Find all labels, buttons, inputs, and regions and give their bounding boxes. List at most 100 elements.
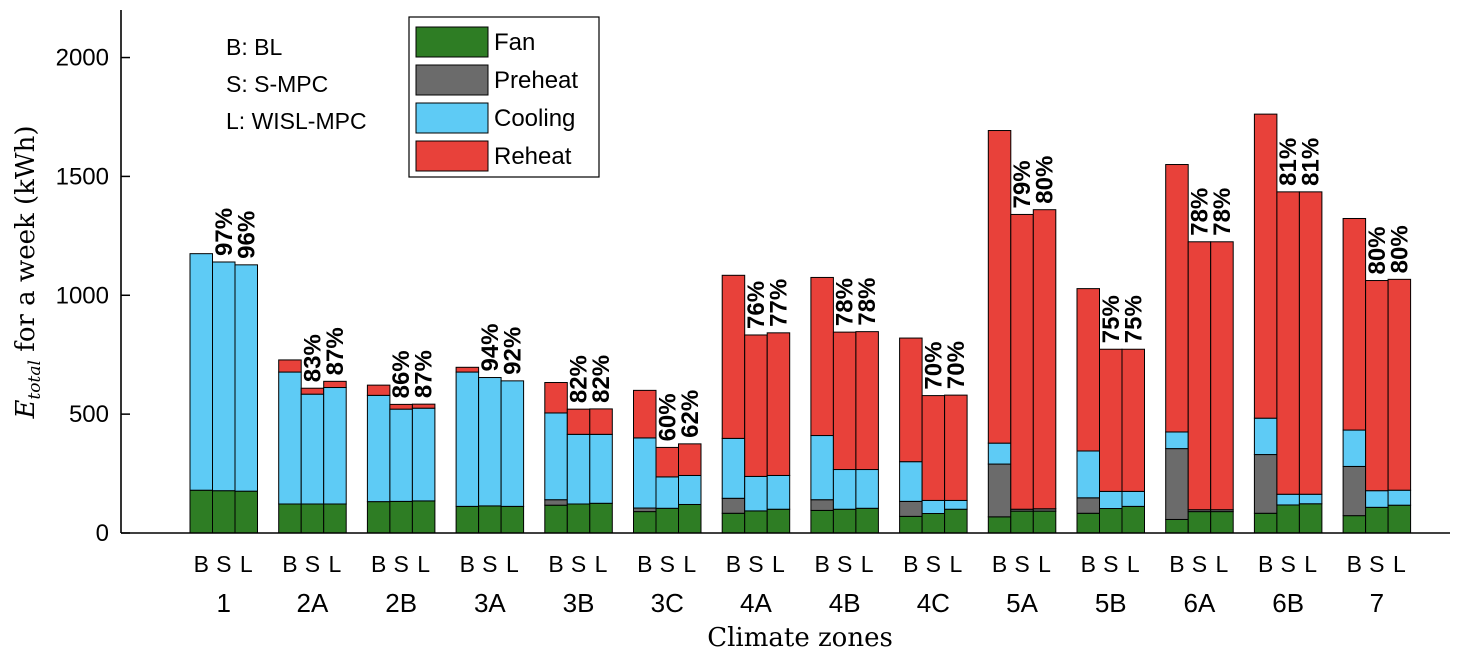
bar-segment-fan [1165,518,1189,534]
bar-letter-label: S [393,551,408,577]
percentage-label: 81% [1298,138,1325,186]
y-tick-label: 0 [96,520,109,547]
bar-segment-fan [189,489,213,534]
bar-segment-fan [300,503,325,534]
bar-segment-cooling [478,377,502,507]
bar-letter-label: B [194,551,209,577]
bar-letter-label: S [748,551,763,577]
bar-segment-preheat [1342,465,1367,517]
bar-segment-reheat [1387,278,1412,491]
bar-segment-fan [1076,512,1100,534]
bar-segment-preheat [1076,497,1100,514]
bar-letter-label: S [1192,551,1207,577]
bar-segment-cooling [544,412,568,501]
bar-segment-fan [678,503,702,534]
legend-swatch-fan [415,26,489,58]
bar-letter-label: B [1347,551,1362,577]
bar-segment-fan [544,504,568,534]
bar-segment-reheat [744,334,768,477]
zone-label: 5B [1095,588,1127,618]
bar-segment-cooling [1253,417,1278,456]
bar-segment-cooling [1276,493,1300,506]
bar-letter-label: L [772,551,785,577]
bar-letter-label: B [814,551,829,577]
bar-segment-fan [278,503,302,534]
bar-segment-cooling [899,461,923,502]
legend-swatch-cooling [415,102,489,134]
percentage-label: 86% [388,350,415,398]
bar-segment-reheat [944,394,968,501]
bar-segment-fan [1365,506,1389,534]
bar-segment-cooling [721,437,746,499]
bar-segment-fan [810,509,834,534]
bar-segment-cooling [766,474,791,510]
bar-segment-fan [832,508,857,534]
bar-segment-cooling [455,371,480,507]
percentage-label: 81% [1275,138,1302,186]
bar-segment-cooling [234,264,258,492]
bar-letter-label: L [861,551,874,577]
bar-segment-fan [1276,504,1300,534]
bar-segment-reheat [721,274,746,439]
bar-segment-cooling [212,261,236,492]
bar-letter-label: L [240,551,253,577]
bar-segment-reheat [366,384,391,396]
bar-segment-fan [478,505,502,534]
bar-segment-fan [323,503,347,534]
bar-segment-fan [1187,511,1212,534]
bar-segment-fan [566,503,591,534]
bar-letter-label: B [637,551,652,577]
bar-segment-fan [899,515,923,534]
bar-segment-cooling [633,437,657,509]
abbreviation-key: B: BL S: S-MPC L: WISL-MPC [226,34,367,134]
percentage-label: 87% [411,350,438,398]
bar-segment-reheat [544,382,568,414]
abbreviation-entry: L: WISL-MPC [226,108,367,134]
percentage-label: 94% [477,323,504,371]
legend-label-fan: Fan [494,29,535,56]
bar-segment-reheat [1253,113,1278,419]
bar-segment-cooling [987,442,1012,465]
bar-segment-cooling [1387,489,1412,506]
bar-segment-fan [987,516,1012,534]
percentage-labels: 97%96%83%87% 86%87%94%92%82%82%60%62%76%7… [211,138,1414,442]
bar-segment-fan [655,507,679,534]
bar-segment-fan [366,501,391,534]
bar-letter-label: L [417,551,430,577]
bar-letter-label: L [1127,551,1140,577]
bar-segment-fan [721,512,746,534]
bar-segment-cooling [921,499,946,515]
y-axis-title-rest: for a week (kWh) [11,125,41,360]
y-tick-label: 1500 [56,163,109,190]
bar-segment-reheat [389,403,413,410]
percentage-label: 75% [1098,295,1125,343]
legend-label-reheat: Reheat [494,143,572,170]
bar-segment-cooling [323,387,347,505]
legend-swatch-preheat [415,64,489,96]
bar-segment-cooling [1298,493,1323,505]
bar-letter-label: L [329,551,342,577]
legend-label-cooling: Cooling [494,105,575,132]
bar-segment-fan [234,490,258,534]
bar-segment-fan [411,500,436,534]
bar-segment-reheat [1187,241,1212,511]
bar-segment-fan [1387,504,1412,534]
bar-segment-reheat [766,332,791,476]
percentage-label: 83% [299,334,326,382]
bar-segment-preheat [721,497,746,514]
bar-segment-fan [633,511,657,534]
bar-segment-cooling [189,253,213,491]
bar-segment-reheat [1099,348,1123,492]
percentage-label: 80% [1364,226,1391,274]
bar-letter-label: L [1216,551,1229,577]
percentage-label: 75% [1120,295,1147,343]
bar-segment-reheat [1010,213,1034,510]
bar-segment-cooling [500,380,525,507]
bar-segment-reheat [589,408,613,435]
percentage-label: 78% [854,278,881,326]
bar-letter-label: L [506,551,519,577]
bar-segment-reheat [810,276,834,437]
bar-segment-reheat [987,130,1012,444]
bar-segment-reheat [455,366,480,373]
